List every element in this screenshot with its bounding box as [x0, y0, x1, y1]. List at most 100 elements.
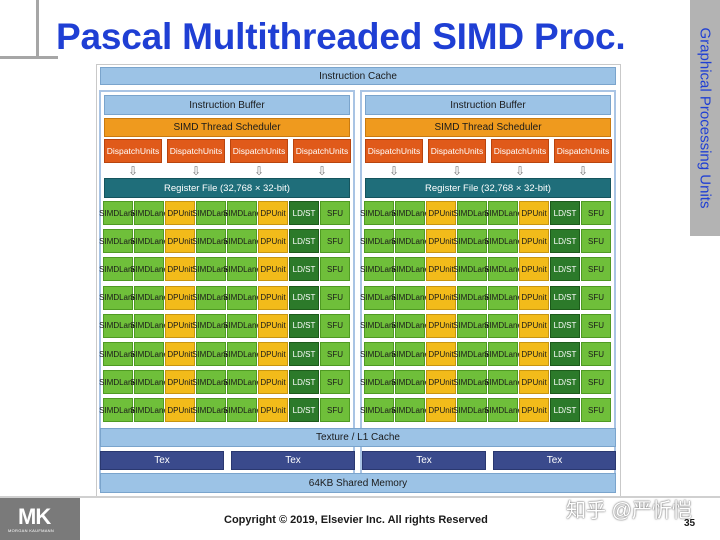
dp-unit-label-line1: DP: [428, 405, 440, 415]
simd-unit-label-line2: Lane: [243, 349, 261, 359]
dp-unit-label-line2: Unit: [439, 208, 454, 218]
simd-unit-label-line1: SIMD: [360, 236, 381, 246]
simd-unit-label-line1: SIMD: [223, 405, 244, 415]
ldst-unit-label-line1: LD/ST: [292, 208, 316, 218]
dispatch-unit: Dispatch Units: [104, 139, 162, 163]
dispatch-unit-label-line1: Dispatch: [169, 145, 203, 156]
simd-unit: SIMD Lane: [453, 398, 491, 423]
ldst-unit-label-line1: LD/ST: [553, 377, 577, 387]
simd-unit-label-line2: Lane: [150, 405, 168, 415]
sfu-unit: SFU: [320, 398, 350, 423]
simd-unit-label-line1: SIMD: [192, 377, 213, 387]
dp-unit-label-line2: Unit: [271, 377, 286, 387]
simd-unit-label-line1: SIMD: [223, 293, 244, 303]
dp-unit-label-line2: Unit: [439, 293, 454, 303]
simd-unit-label-line1: SIMD: [99, 293, 120, 303]
simd-unit-label-line2: Lane: [411, 236, 429, 246]
down-arrow-icon: ⇩: [253, 164, 265, 178]
simd-unit-label-line2: Lane: [380, 377, 398, 387]
sfu-unit: SFU: [320, 201, 350, 225]
simd-unit-label-line2: Lane: [119, 321, 137, 331]
simd-unit-label-line2: Lane: [411, 208, 429, 218]
dp-unit-label-line1: DP: [428, 293, 440, 303]
dp-unit-label-line1: DP: [260, 208, 272, 218]
simd-unit-label-line1: SIMD: [360, 405, 381, 415]
simd-unit-label-line1: SIMD: [99, 264, 120, 274]
sfu-unit-label-line1: SFU: [588, 208, 604, 218]
ldst-unit-label-line1: LD/ST: [292, 236, 316, 246]
down-arrow-icon: ⇩: [316, 164, 328, 178]
simd-unit-label-line2: Lane: [243, 321, 261, 331]
simd-unit-label-line1: SIMD: [223, 377, 244, 387]
simd-unit-label-line2: Lane: [150, 236, 168, 246]
simd-unit-label-line2: Lane: [504, 321, 522, 331]
simd-unit-label-line1: SIMD: [192, 349, 213, 359]
dispatch-unit-label-line2: Units: [526, 145, 547, 156]
simd-unit-label-line2: Lane: [473, 377, 491, 387]
dp-unit-label-line1: DP: [521, 405, 533, 415]
simd-thread-scheduler: SIMD Thread Scheduler: [365, 118, 611, 137]
dp-unit-label-line2: Unit: [271, 236, 286, 246]
dp-unit: DP Unit: [165, 342, 195, 366]
ldst-unit: LD/ST: [289, 257, 319, 282]
dp-unit-label-line1: DP: [167, 208, 179, 218]
dp-unit: DP Unit: [165, 313, 195, 338]
simd-unit: SIMD Lane: [391, 313, 429, 338]
dp-unit-label-line2: Unit: [439, 377, 454, 387]
dp-unit: DP Unit: [426, 285, 456, 310]
dp-unit: DP Unit: [519, 285, 549, 310]
ldst-unit: LD/ST: [550, 201, 580, 225]
simd-unit-label-line1: SIMD: [192, 321, 213, 331]
simd-unit-label-line1: SIMD: [484, 377, 505, 387]
simd-unit: SIMD Lane: [192, 370, 230, 395]
ldst-unit: LD/ST: [550, 229, 580, 254]
simd-unit-label-line1: SIMD: [223, 236, 244, 246]
simd-unit-label-line2: Lane: [243, 293, 261, 303]
simd-unit: SIMD Lane: [99, 257, 137, 282]
simd-unit-label-line1: SIMD: [130, 377, 151, 387]
simd-unit-label-line1: SIMD: [99, 349, 120, 359]
dp-unit-label-line1: DP: [428, 208, 440, 218]
simd-unit: SIMD Lane: [453, 370, 491, 395]
dispatch-unit: Dispatch Units: [491, 139, 549, 163]
simd-unit-label-line2: Lane: [150, 321, 168, 331]
simd-unit: SIMD Lane: [391, 398, 429, 423]
simd-unit: SIMD Lane: [360, 342, 398, 366]
simd-unit-label-line2: Lane: [150, 349, 168, 359]
dp-unit-label-line2: Unit: [532, 377, 547, 387]
simd-unit-label-line1: SIMD: [192, 236, 213, 246]
register-file: Register File (32,768 × 32-bit): [104, 178, 350, 198]
dp-unit-label-line1: DP: [521, 377, 533, 387]
ldst-unit-label-line1: LD/ST: [553, 236, 577, 246]
ldst-unit-label-line1: LD/ST: [553, 321, 577, 331]
dp-unit-label-line1: DP: [167, 349, 179, 359]
simd-unit: SIMD Lane: [484, 313, 522, 338]
simd-unit-label-line1: SIMD: [453, 208, 474, 218]
sfu-unit-label-line1: SFU: [588, 321, 604, 331]
ldst-unit-label-line1: LD/ST: [553, 264, 577, 274]
simd-unit-label-line2: Lane: [504, 236, 522, 246]
simd-unit: SIMD Lane: [99, 370, 137, 395]
simd-unit: SIMD Lane: [453, 313, 491, 338]
ldst-unit: LD/ST: [550, 370, 580, 395]
sfu-unit: SFU: [320, 229, 350, 254]
simd-unit-label-line2: Lane: [473, 293, 491, 303]
simd-unit: SIMD Lane: [130, 229, 168, 254]
simd-unit: SIMD Lane: [99, 229, 137, 254]
simd-unit-label-line2: Lane: [243, 377, 261, 387]
simd-unit: SIMD Lane: [130, 285, 168, 310]
dp-unit-label-line2: Unit: [271, 349, 286, 359]
ldst-unit: LD/ST: [550, 398, 580, 423]
simd-unit-label-line2: Lane: [380, 293, 398, 303]
sfu-unit-label-line1: SFU: [327, 293, 343, 303]
simd-unit-label-line2: Lane: [212, 264, 230, 274]
down-arrow-icon: ⇩: [514, 164, 526, 178]
simd-unit-label-line2: Lane: [119, 405, 137, 415]
simd-unit-label-line2: Lane: [411, 321, 429, 331]
simd-unit: SIMD Lane: [391, 257, 429, 282]
simd-unit-label-line1: SIMD: [360, 208, 381, 218]
simd-unit-label-line1: SIMD: [484, 236, 505, 246]
simd-unit-label-line2: Lane: [380, 208, 398, 218]
dp-unit-label-line2: Unit: [271, 321, 286, 331]
register-file: Register File (32,768 × 32-bit): [365, 178, 611, 198]
